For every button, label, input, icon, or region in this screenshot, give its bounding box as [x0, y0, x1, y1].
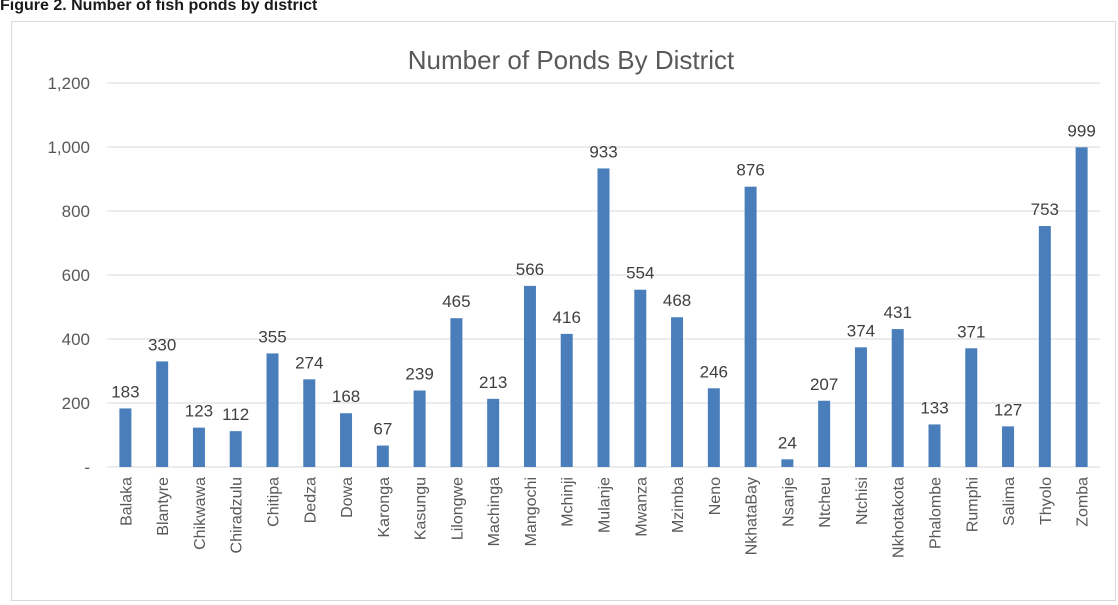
bar-mzimba — [671, 317, 684, 467]
x-tick-label: Kasungu — [413, 477, 430, 540]
bar-chikwawa — [192, 427, 205, 467]
data-label: 999 — [1067, 121, 1095, 140]
x-axis-ticks: Balaka Blantyre Chikwawa Chiradzulu Chitipa D… — [118, 477, 1091, 558]
data-label: 24 — [778, 433, 797, 452]
bar-phalombe — [928, 424, 941, 467]
x-tick-label: Chiradzulu — [229, 477, 246, 553]
data-label: 133 — [920, 398, 948, 417]
data-label: 416 — [553, 308, 581, 327]
data-label: 465 — [442, 292, 470, 311]
x-tick-label: Balaka — [118, 477, 135, 526]
data-label: 123 — [185, 402, 213, 421]
bar-salima — [1002, 426, 1015, 467]
data-label: 554 — [626, 264, 654, 283]
bar-machinga — [487, 398, 500, 467]
data-label: 876 — [736, 161, 764, 180]
bar-nkhatabay — [744, 186, 757, 467]
x-tick-label: Machinga — [486, 477, 503, 546]
data-label: 330 — [148, 335, 176, 354]
bar-zomba — [1075, 147, 1088, 467]
x-tick-label: Nsanje — [780, 477, 797, 527]
data-label: 566 — [516, 260, 544, 279]
x-tick-label: Dowa — [339, 477, 356, 518]
y-tick-label: - — [84, 458, 90, 477]
bar-thyolo — [1038, 226, 1051, 467]
chart-frame: Number of Ponds By District - 200 400 600 80… — [11, 21, 1116, 601]
data-label: 168 — [332, 387, 360, 406]
chart-title: Number of Ponds By District — [408, 45, 735, 75]
y-axis-ticks: - 200 400 600 800 1,000 1,200 — [47, 74, 90, 477]
data-label: 127 — [994, 400, 1022, 419]
data-label: 753 — [1031, 200, 1059, 219]
data-label: 207 — [810, 375, 838, 394]
bar-nsanje — [781, 459, 794, 467]
x-tick-label: Dedza — [302, 477, 319, 523]
x-tick-label: Mangochi — [523, 477, 540, 546]
x-tick-label: Ntchisi — [854, 477, 871, 525]
data-label: 246 — [700, 362, 728, 381]
bar-rumphi — [965, 348, 978, 467]
bar-nkhotakota — [891, 329, 904, 467]
bar-mwanza — [634, 289, 647, 467]
data-label: 213 — [479, 373, 507, 392]
y-tick-label: 800 — [62, 202, 90, 221]
y-tick-label: 1,000 — [47, 138, 90, 157]
x-tick-label: Lilongwe — [449, 477, 466, 540]
x-tick-label: Chikwawa — [192, 477, 209, 550]
x-tick-label: Neno — [707, 477, 724, 515]
bar-ntchisi — [854, 347, 867, 467]
bar-kasungu — [413, 390, 426, 467]
data-label: 355 — [258, 327, 286, 346]
x-tick-label: Blantyre — [155, 477, 172, 536]
bar-chiradzulu — [229, 431, 242, 467]
data-label: 431 — [884, 303, 912, 322]
bars — [119, 147, 1088, 467]
x-tick-label: Ntcheu — [817, 477, 834, 528]
figure-caption: Figure 2. Number of fish ponds by distri… — [0, 0, 318, 14]
data-label: 112 — [222, 405, 249, 424]
x-tick-label: NkhataBay — [744, 477, 761, 555]
x-tick-label: Salima — [1001, 477, 1018, 526]
data-label: 468 — [663, 291, 691, 310]
x-tick-label: Phalombe — [928, 477, 945, 549]
data-label: 239 — [405, 365, 433, 384]
data-label: 933 — [589, 142, 617, 161]
bar-chitipa — [266, 353, 279, 467]
data-label: 374 — [847, 321, 875, 340]
x-tick-label: Zomba — [1075, 477, 1092, 527]
x-tick-label: Nkhotakota — [891, 477, 908, 558]
x-tick-label: Mulanje — [597, 477, 614, 533]
x-tick-label: Mchinji — [560, 477, 577, 527]
bar-lilongwe — [450, 318, 463, 467]
data-label: 371 — [957, 322, 985, 341]
bar-dowa — [340, 413, 353, 467]
bar-karonga — [376, 445, 389, 467]
y-tick-label: 200 — [62, 394, 90, 413]
data-label: 274 — [295, 353, 323, 372]
x-tick-label: Mwanza — [633, 477, 650, 537]
data-label: 183 — [111, 382, 139, 401]
bar-neno — [707, 388, 720, 467]
x-tick-label: Rumphi — [964, 477, 981, 532]
x-tick-label: Thyolo — [1038, 477, 1055, 525]
x-tick-label: Mzimba — [670, 477, 687, 533]
bar-dedza — [303, 379, 316, 467]
data-label: 67 — [373, 420, 392, 439]
bar-balaka — [119, 408, 132, 467]
data-labels: 183 330 123 112 355 274 168 67 239 465 213 566 416 93… — [111, 121, 1096, 452]
x-tick-label: Karonga — [376, 477, 393, 538]
bar-chart: Number of Ponds By District - 200 400 600 80… — [47, 45, 1100, 558]
bar-mangochi — [523, 285, 536, 467]
y-tick-label: 1,200 — [47, 74, 90, 93]
bar-ntcheu — [818, 400, 831, 467]
bar-mulanje — [597, 168, 610, 467]
y-tick-label: 600 — [62, 266, 90, 285]
x-tick-label: Chitipa — [266, 477, 283, 527]
bar-blantyre — [156, 361, 169, 467]
bar-mchinji — [560, 333, 573, 467]
y-tick-label: 400 — [62, 330, 90, 349]
